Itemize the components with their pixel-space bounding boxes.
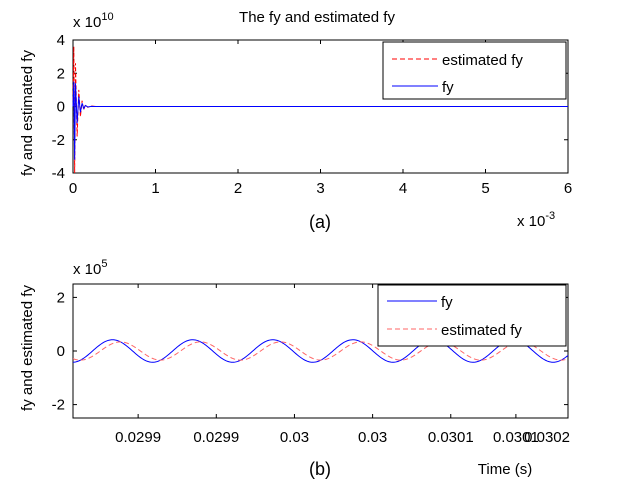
panel-a-ytick-label: -2	[52, 132, 65, 149]
panel-a-ytick-label: 0	[57, 99, 65, 116]
panel-a-xtick-label: 2	[234, 180, 242, 197]
panel-b-xlabel: Time (s)	[478, 461, 532, 478]
panel-b-ytick-label: 0	[57, 343, 65, 360]
panel-b-series	[72, 339, 569, 363]
panel-a-series	[72, 46, 568, 174]
panel-b-y-multiplier: x 105	[73, 258, 107, 278]
panel-a-legend-label-estimated: estimated fy	[442, 52, 523, 69]
panel-a-xtick-label: 1	[151, 180, 159, 197]
panel-a-legend: estimated fy fy	[382, 41, 567, 100]
panel-a-x-multiplier: x 10-3	[517, 210, 555, 230]
panel-a: The fy and estimated fy fy and estimated…	[19, 9, 572, 232]
panel-b-legend-label-fy: fy	[441, 294, 453, 311]
panel-b-legend-label-estimated: estimated fy	[441, 322, 522, 339]
panel-b-series-estimated-fy	[72, 341, 569, 361]
panel-b-legend: fy estimated fy	[377, 284, 567, 347]
panel-a-series-fy	[72, 81, 568, 160]
panel-b-label: (b)	[309, 459, 331, 479]
panel-a-ytick-label: 4	[57, 32, 65, 49]
panel-b-ylabel: fy and estimated fy	[19, 285, 36, 411]
panel-a-y-multiplier: x 1010	[73, 11, 114, 31]
panel-b-legend-box	[377, 284, 567, 347]
panel-a-ylabel: fy and estimated fy	[19, 50, 36, 176]
panel-b-xtick-label: 0.03	[358, 429, 387, 446]
panel-b-xtick-label: 0.0299	[193, 429, 239, 446]
panel-b-ticks: 0.0299 0.0299 0.03 0.03 0.0301 0.03010.0302-2…	[52, 284, 570, 446]
panel-a-xtick-label: 0	[69, 180, 77, 197]
panel-b-xtick-label: 0.0301	[428, 429, 474, 446]
panel-a-xtick-label: 4	[399, 180, 407, 197]
panel-a-xtick-label: 3	[316, 180, 324, 197]
panel-b-xtick-label: 0.03	[280, 429, 309, 446]
panel-b: fy and estimated fy x 105 0.0299 0.0299 0.…	[19, 258, 570, 479]
panel-b-ytick-label: 2	[57, 289, 65, 306]
panel-b-y-exponent: 5	[101, 258, 107, 270]
panel-a-xtick-label: 5	[481, 180, 489, 197]
panel-b-xtick-label: 0.0302	[524, 429, 570, 446]
panel-a-ytick-label: -4	[52, 165, 65, 182]
panel-a-title: The fy and estimated fy	[239, 9, 395, 26]
panel-b-ytick-label: -2	[52, 397, 65, 414]
panel-a-x-exponent: -3	[545, 210, 555, 222]
panel-b-xtick-label: 0.0301	[493, 429, 539, 446]
panel-a-xtick-label: 6	[564, 180, 572, 197]
panel-a-label: (a)	[309, 212, 331, 232]
panel-a-y-exponent: 10	[101, 11, 113, 23]
panel-a-legend-box	[382, 41, 567, 100]
panel-a-legend-label-fy: fy	[442, 79, 454, 96]
panel-a-ytick-label: 2	[57, 65, 65, 82]
panel-b-xtick-label: 0.0299	[115, 429, 161, 446]
